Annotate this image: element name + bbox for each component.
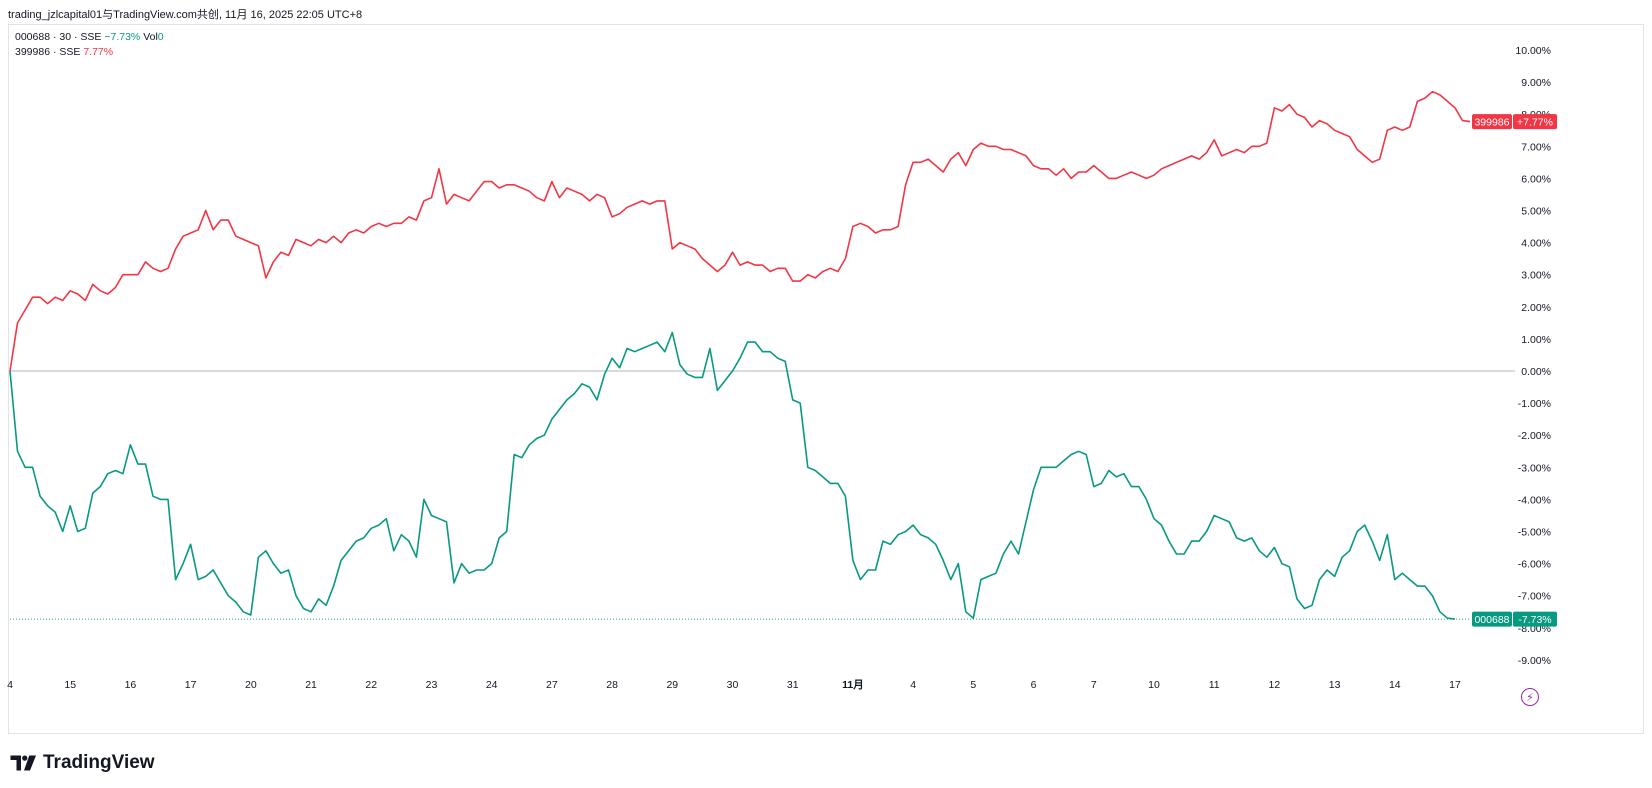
x-tick-label: 15 <box>64 679 76 691</box>
y-tick-label: -2.00% <box>1518 430 1551 442</box>
legend-exchange: SSE <box>59 46 81 58</box>
x-tick-label: 10 <box>1148 679 1160 691</box>
x-tick-label: 4 <box>7 679 13 691</box>
price-badge-symbol: 000688 <box>1474 614 1509 626</box>
legend-separator: · <box>52 46 57 58</box>
y-tick-label: -7.00% <box>1518 591 1551 603</box>
price-badge-change-bg <box>1513 611 1557 627</box>
x-tick-label: 12 <box>1269 679 1281 691</box>
y-tick-label: 4.00% <box>1521 238 1551 250</box>
price-badge-change-bg <box>1513 114 1557 130</box>
legend-symbol: 000688 <box>15 31 51 43</box>
legend-vol-label: Vol <box>143 31 158 43</box>
price-badge-change: +7.77% <box>1517 117 1553 129</box>
y-tick-label: -6.00% <box>1518 559 1551 571</box>
chart-frame <box>8 24 1644 734</box>
brand-name: TradingView <box>43 752 155 773</box>
y-tick-label: 3.00% <box>1521 270 1551 282</box>
series-line-000688 <box>9 331 1456 620</box>
chart-header-title: trading_jzlcapital01与TradingView.com共创, … <box>8 9 363 21</box>
legend-exchange: SSE <box>80 31 102 43</box>
x-tick-label: 22 <box>365 679 377 691</box>
legend-interval: 30 <box>59 31 72 43</box>
lightning-icon[interactable]: ⚡ <box>1521 688 1539 706</box>
price-badge-symbol-bg <box>1472 114 1512 130</box>
x-tick-label: 6 <box>1031 679 1037 691</box>
x-tick-label: 20 <box>245 679 257 691</box>
y-tick-label: -9.00% <box>1518 655 1551 667</box>
y-tick-label: 9.00% <box>1521 77 1551 89</box>
tradingview-logo-icon <box>10 755 36 771</box>
x-tick-label: 17 <box>185 679 197 691</box>
series-line-399986 <box>9 90 1471 372</box>
x-tick-label: 30 <box>727 679 739 691</box>
y-tick-label: -1.00% <box>1518 398 1551 410</box>
legend-change: 7.77% <box>83 46 114 58</box>
x-tick-label: 7 <box>1091 679 1097 691</box>
y-tick-label: -3.00% <box>1518 462 1551 474</box>
tradingview-brand: TradingView <box>10 752 155 774</box>
x-tick-label: 21 <box>305 679 317 691</box>
x-tick-label: 16 <box>125 679 137 691</box>
x-tick-label: 17 <box>1449 679 1461 691</box>
price-badge-change: -7.73% <box>1518 614 1551 626</box>
x-tick-label: 23 <box>426 679 438 691</box>
legend-row-000688[interactable]: 000688 · 30 · SSE −7.73% Vol0 <box>15 30 164 45</box>
x-tick-label: 4 <box>910 679 916 691</box>
y-tick-label: -4.00% <box>1518 494 1551 506</box>
x-tick-label: 28 <box>606 679 618 691</box>
x-tick-label: 11 <box>1209 679 1220 691</box>
x-tick-label: 14 <box>1389 679 1401 691</box>
y-tick-label: -5.00% <box>1518 527 1551 539</box>
y-tick-label: 0.00% <box>1521 366 1551 378</box>
y-tick-label: 1.00% <box>1521 334 1551 346</box>
x-tick-label: 24 <box>486 679 498 691</box>
legend-separator: · <box>74 31 78 43</box>
legend-symbol: 399986 <box>15 46 51 58</box>
legend-separator: · <box>52 31 57 43</box>
legend: 000688 · 30 · SSE −7.73% Vol0 399986 · S… <box>15 30 164 60</box>
x-tick-label: 5 <box>970 679 976 691</box>
legend-row-399986[interactable]: 399986 · SSE 7.77% <box>15 45 164 60</box>
y-tick-label: 5.00% <box>1521 206 1551 218</box>
x-tick-label: 27 <box>546 679 558 691</box>
y-tick-label: 10.00% <box>1515 45 1551 57</box>
price-badge-symbol-bg <box>1472 611 1512 627</box>
price-badge-symbol: 399986 <box>1474 117 1509 129</box>
x-tick-label: 31 <box>787 679 799 691</box>
y-tick-label: 7.00% <box>1521 141 1551 153</box>
x-tick-label: 11月 <box>842 679 864 691</box>
legend-change: −7.73% <box>104 31 141 43</box>
x-tick-label: 29 <box>666 679 678 691</box>
y-tick-label: 2.00% <box>1521 302 1551 314</box>
y-tick-label: 6.00% <box>1521 173 1551 185</box>
chart-canvas[interactable]: 10.00%9.00%8.00%7.00%6.00%5.00%4.00%3.00… <box>0 0 1652 740</box>
legend-vol-value: 0 <box>157 31 164 43</box>
x-tick-label: 13 <box>1329 679 1341 691</box>
